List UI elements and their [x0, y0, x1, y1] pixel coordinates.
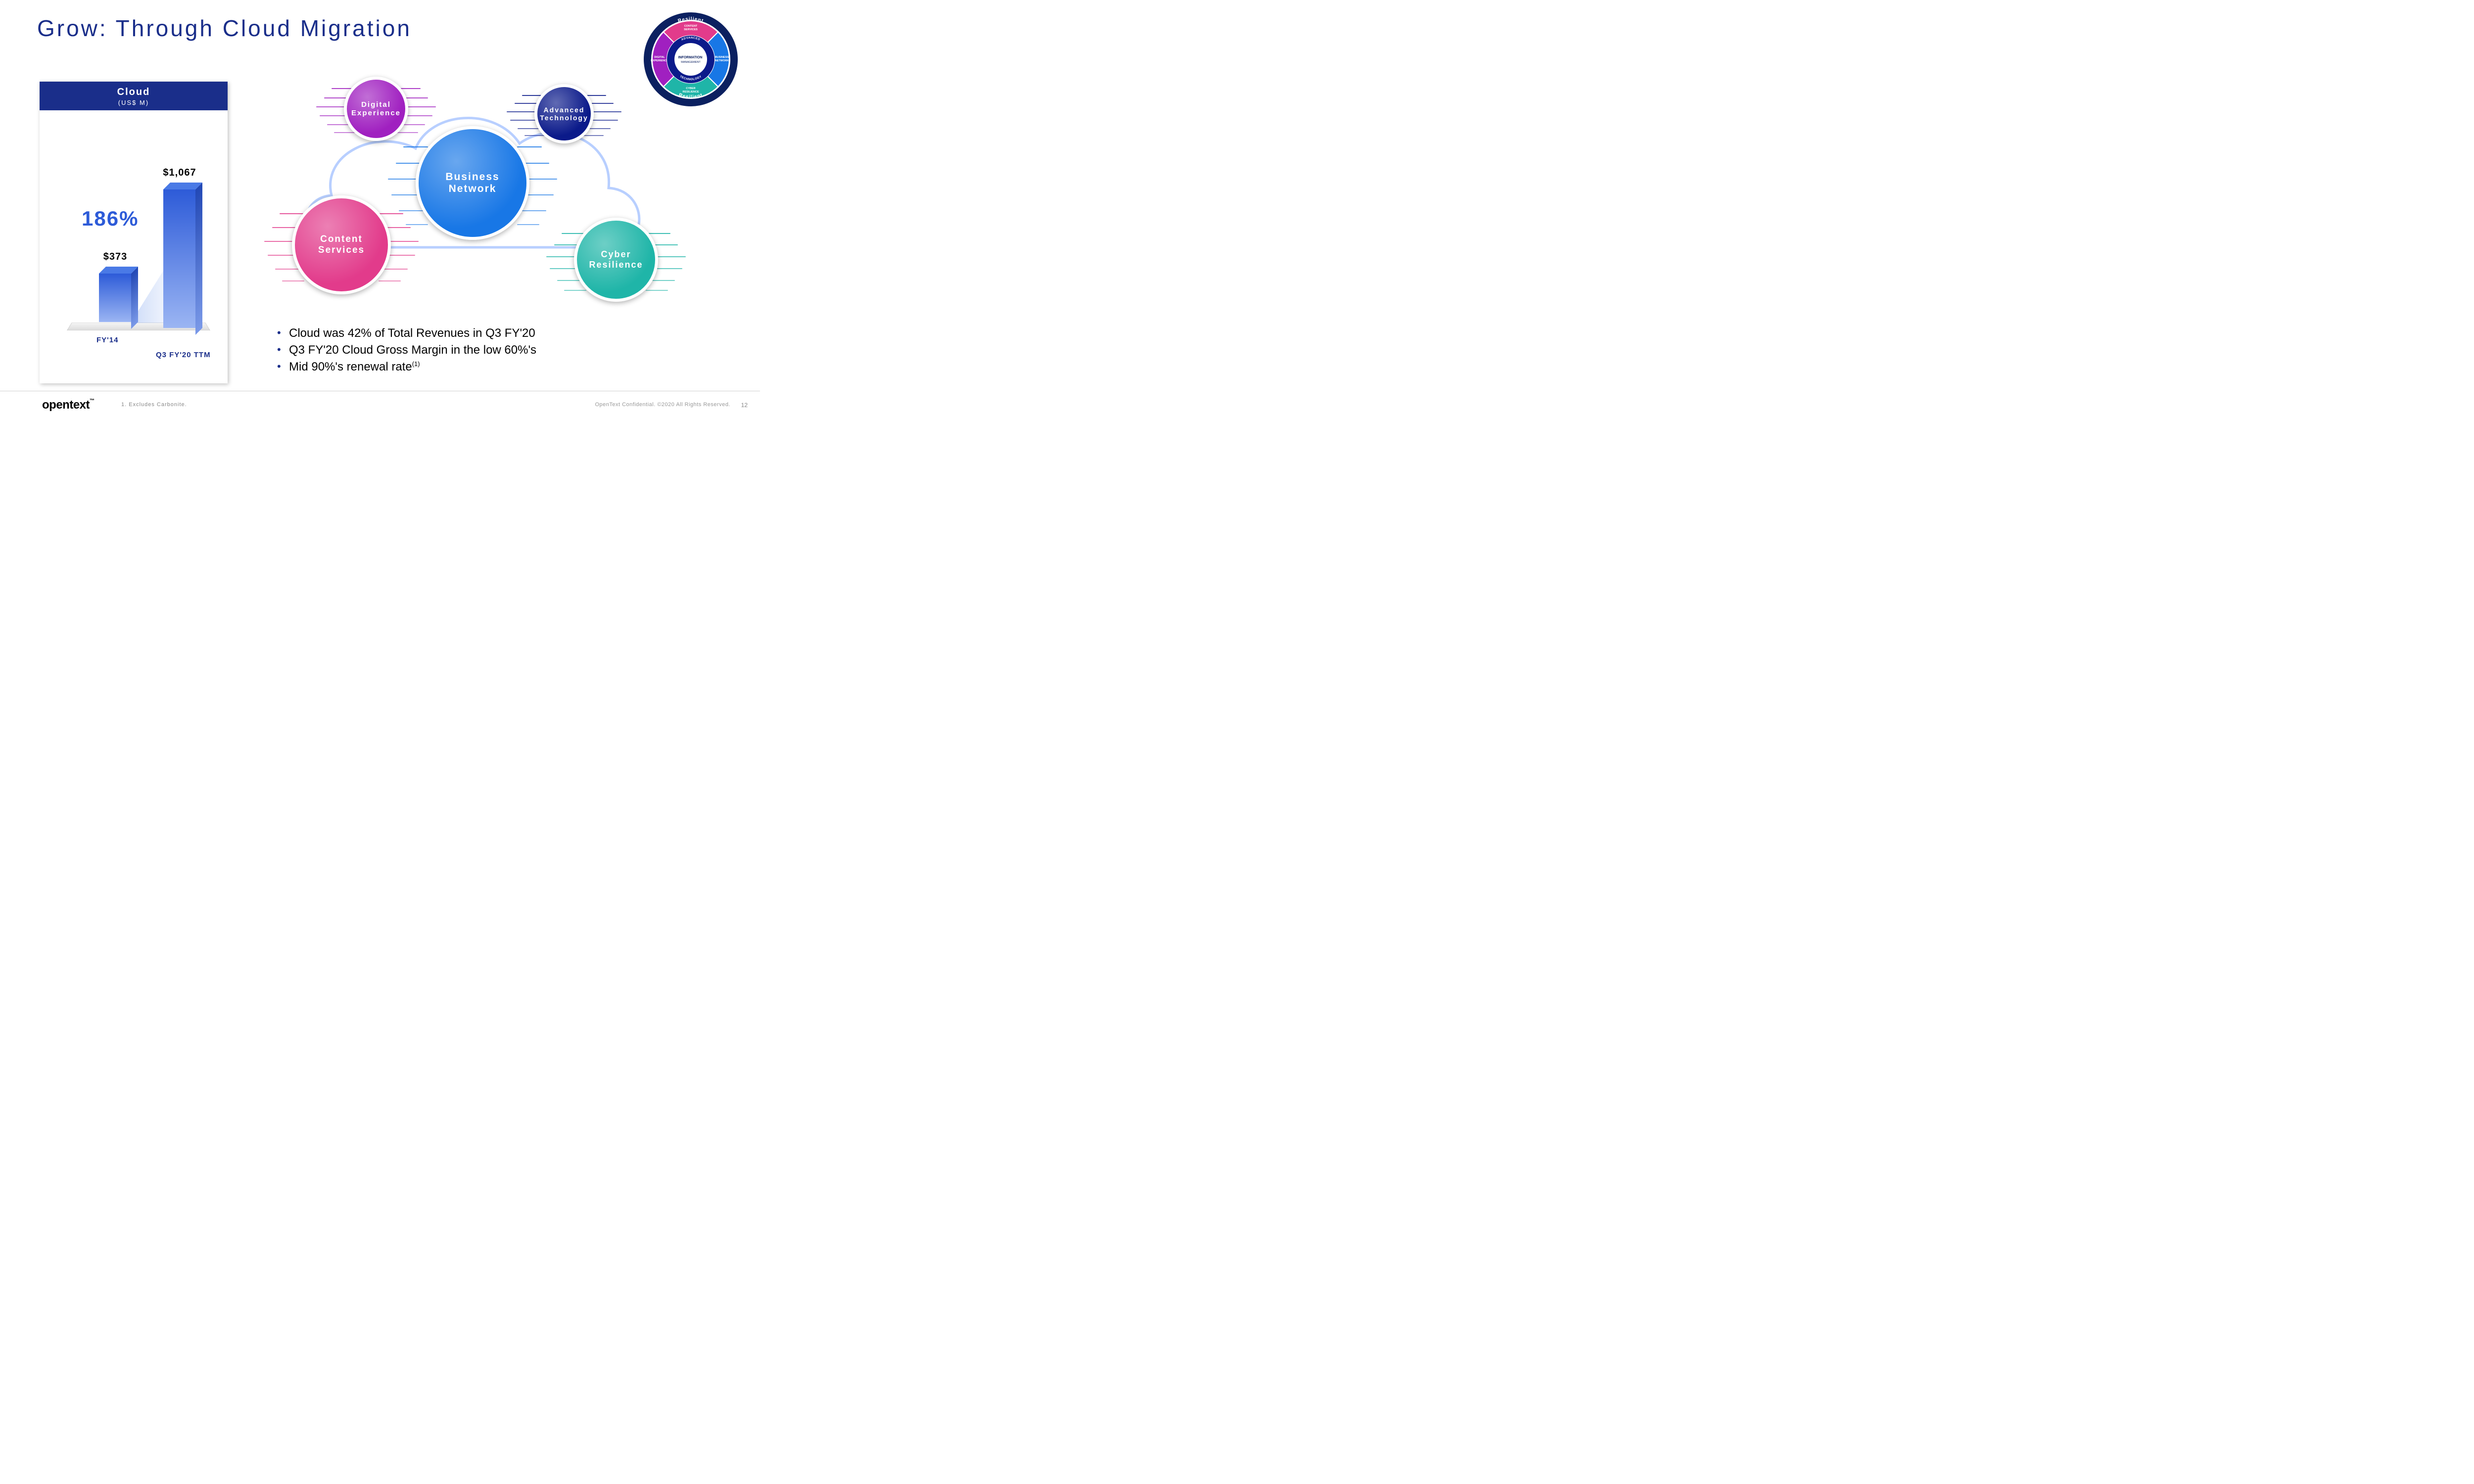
bubble-label: ContentServices [318, 234, 365, 256]
wheel-segment-label: CONTENTSERVICES [684, 25, 698, 31]
page-number: 12 [741, 402, 748, 409]
chart-body: 186% $373 FY'14 $1,067 Q3 FY'20 TTM [40, 110, 228, 377]
chart-subtitle: (US$ M) [40, 99, 228, 106]
growth-percentage: 186% [82, 207, 139, 231]
bar-value-label: $373 [93, 251, 138, 263]
cloud-diagram: DigitalExperience AdvancedTechnology Busin… [257, 69, 683, 317]
wheel-center-line2: MANAGEMENT [681, 61, 701, 64]
footnote-text: 1. Excludes Carbonite. [121, 402, 187, 408]
diagram-bubble: AdvancedTechnology [534, 84, 594, 143]
bubble-label: BusinessNetwork [445, 171, 499, 195]
bullet-list: Cloud was 42% of Total Revenues in Q3 FY… [277, 326, 536, 377]
bubble-label: DigitalExperience [351, 100, 401, 117]
chart-bar [99, 274, 131, 322]
bubble-label: AdvancedTechnology [540, 106, 588, 122]
chart-title: Cloud [40, 87, 228, 98]
opentext-logo: opentext™ [42, 398, 95, 412]
bar-axis-label: Q3 FY'20 TTM [156, 351, 211, 359]
information-management-wheel: CONTENTSERVICESBUSINESSNETWORKCYBERRESIL… [641, 10, 740, 109]
wheel-center-line1: INFORMATION [678, 56, 703, 59]
bullet-item: Mid 90%'s renewal rate(1) [277, 360, 536, 374]
bubble-circle: CyberResilience [574, 218, 658, 302]
chart-header: Cloud (US$ M) [40, 82, 228, 110]
bar-value-label: $1,067 [157, 167, 202, 179]
bullet-item: Cloud was 42% of Total Revenues in Q3 FY… [277, 326, 536, 340]
bubble-circle: BusinessNetwork [416, 126, 529, 240]
diagram-bubble: DigitalExperience [344, 77, 408, 141]
bubble-label: CyberResilience [589, 249, 643, 270]
diagram-bubble: BusinessNetwork [416, 126, 529, 240]
bar-axis-label: FY'14 [96, 336, 118, 344]
diagram-bubble: CyberResilience [574, 218, 658, 302]
slide-title: Grow: Through Cloud Migration [37, 15, 412, 42]
bubble-circle: AdvancedTechnology [534, 84, 594, 143]
bubble-circle: DigitalExperience [344, 77, 408, 141]
bullet-item: Q3 FY'20 Cloud Gross Margin in the low 6… [277, 343, 536, 357]
footnote-marker: (1) [412, 360, 420, 368]
bubble-circle: ContentServices [292, 195, 391, 294]
wheel-segment-label: BUSINESSNETWORK [715, 56, 729, 62]
cloud-revenue-chart: Cloud (US$ M) 186% $373 FY'14 $1,067 Q3 FY'… [40, 82, 228, 383]
diagram-bubble: ContentServices [292, 195, 391, 294]
chart-bar [163, 189, 195, 328]
confidential-text: OpenText Confidential. ©2020 All Rights … [595, 402, 730, 408]
